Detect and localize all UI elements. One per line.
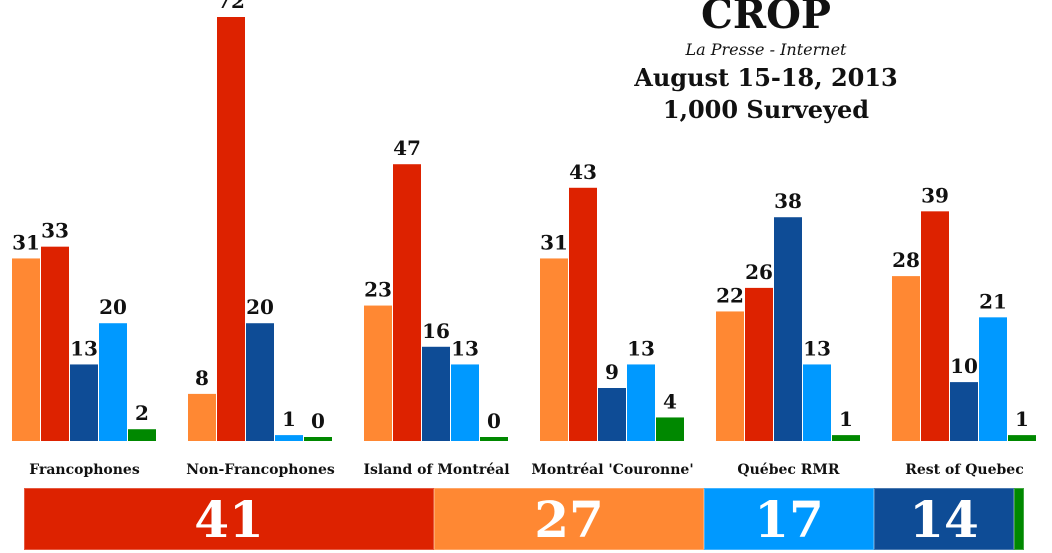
category-label: Island of Montréal [363, 462, 509, 478]
overall-results-bar: 41 27 17 14 [24, 488, 1024, 550]
category-label: Francophones [29, 462, 140, 478]
bar-value-label: 13 [451, 336, 479, 360]
bar-value-label: 72 [217, 0, 245, 13]
bar-1-2 [246, 323, 274, 441]
bar-value-label: 9 [605, 360, 619, 384]
bar-value-label: 20 [246, 295, 274, 319]
bar-3-1 [569, 187, 597, 441]
bar-value-label: 2 [135, 401, 149, 425]
bar-value-label: 22 [716, 283, 744, 307]
bar-value-label: 28 [892, 248, 920, 272]
summary-segment-1: 27 [434, 488, 704, 550]
bar-4-4 [832, 435, 860, 441]
sample-size: 1,000 Surveyed [662, 95, 870, 124]
bar-value-label: 23 [364, 278, 392, 302]
bar-4-0 [716, 311, 744, 441]
bar-value-label: 38 [774, 189, 802, 213]
bar-value-label: 31 [12, 230, 40, 254]
bar-1-4 [304, 437, 332, 441]
bar-value-label: 13 [70, 336, 98, 360]
bar-value-label: 33 [41, 219, 69, 243]
category-label: Québec RMR [737, 462, 840, 478]
bar-value-label: 0 [311, 409, 325, 433]
bar-4-1 [745, 287, 773, 441]
bar-value-label: 31 [540, 230, 568, 254]
bar-value-label: 1 [839, 407, 853, 431]
bar-value-label: 1 [282, 407, 296, 431]
bar-value-label: 47 [393, 136, 421, 160]
bar-0-1 [41, 246, 69, 441]
bar-0-4 [128, 429, 156, 441]
bar-value-label: 1 [1015, 407, 1029, 431]
bar-4-3 [803, 364, 831, 441]
category-label: Non-Francophones [186, 462, 335, 478]
bar-3-2 [598, 388, 626, 441]
chart-header: CROP La Presse - Internet August 15-18, … [596, 0, 936, 126]
bar-3-3 [627, 364, 655, 441]
bar-value-label: 26 [745, 260, 773, 284]
bar-2-3 [451, 364, 479, 441]
summary-segment-4 [1014, 488, 1024, 550]
bar-value-label: 4 [663, 389, 677, 413]
sponsor-subtitle: La Presse - Internet [685, 40, 847, 59]
summary-segment-0: 41 [24, 488, 434, 550]
pollster-title: CROP [701, 0, 831, 38]
summary-segment-3: 14 [874, 488, 1014, 550]
bar-3-4 [656, 417, 684, 441]
bar-value-label: 20 [99, 295, 127, 319]
bar-value-label: 16 [422, 319, 450, 343]
bar-4-2 [774, 217, 802, 441]
bar-value-label: 43 [569, 160, 597, 184]
category-label: Rest of Quebec [905, 462, 1024, 478]
bar-2-1 [393, 164, 421, 441]
bar-0-0 [12, 258, 40, 441]
bar-value-label: 10 [950, 354, 978, 378]
bar-5-3 [979, 317, 1007, 441]
bar-value-label: 21 [979, 289, 1007, 313]
bar-0-2 [70, 364, 98, 441]
bar-1-0 [188, 393, 216, 441]
bar-5-2 [950, 382, 978, 441]
poll-dates: August 15-18, 2013 [634, 63, 898, 92]
bar-2-2 [422, 346, 450, 441]
bar-value-label: 13 [803, 336, 831, 360]
bar-5-4 [1008, 435, 1036, 441]
bar-3-0 [540, 258, 568, 441]
bar-value-label: 13 [627, 336, 655, 360]
bar-0-3 [99, 323, 127, 441]
bar-5-0 [892, 276, 920, 441]
bar-value-label: 8 [195, 366, 209, 390]
bar-2-4 [480, 437, 508, 441]
summary-segment-2: 17 [704, 488, 874, 550]
category-label: Montréal 'Couronne' [531, 462, 693, 478]
bar-1-1 [217, 17, 245, 441]
bar-5-1 [921, 211, 949, 441]
bar-value-label: 39 [921, 183, 949, 207]
bar-2-0 [364, 305, 392, 441]
bar-1-3 [275, 435, 303, 441]
bar-value-label: 0 [487, 409, 501, 433]
